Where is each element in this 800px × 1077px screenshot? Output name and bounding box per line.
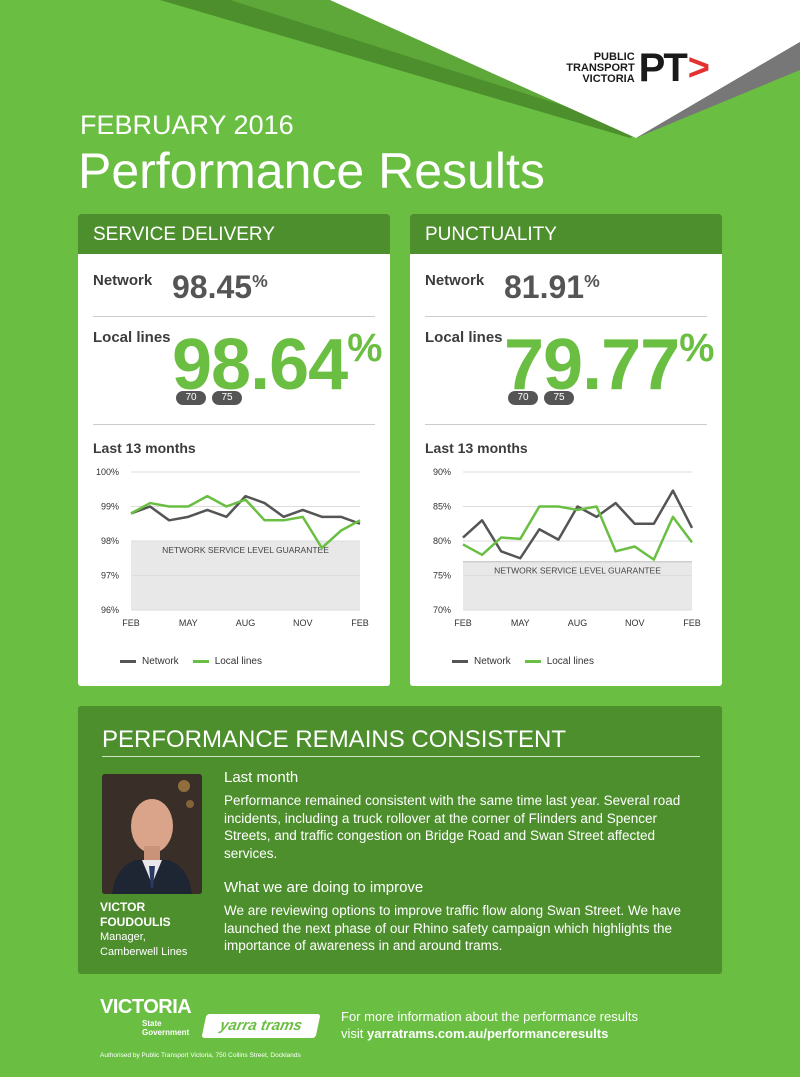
report-month: FEBRUARY 2016: [80, 110, 294, 140]
x-tick-label: NOV: [293, 618, 313, 628]
guarantee-label: NETWORK SERVICE LEVEL GUARANTEE: [494, 566, 661, 576]
y-tick-label: 85%: [433, 502, 451, 512]
network-label: Network: [425, 272, 485, 289]
divider: [102, 756, 700, 757]
punctuality-chart: NETWORK SERVICE LEVEL GUARANTEE 90% 85% 80%…: [433, 467, 701, 628]
chart-title: Last 13 months: [425, 440, 528, 456]
panel-title: PERFORMANCE REMAINS CONSISTENT: [102, 726, 567, 753]
legend-local-lines: Local lines: [192, 656, 262, 667]
legend-network: Network: [120, 656, 179, 667]
y-tick-label: 80%: [433, 536, 451, 546]
authorisation-text: Authorised by Public Transport Victoria,…: [100, 1052, 301, 1059]
divider: [93, 424, 375, 425]
series-line-local-lines: [462, 505, 694, 561]
route-badge: 75: [212, 391, 242, 405]
last-month-text: Performance remained consistent with the…: [224, 793, 681, 861]
guarantee-zone: [463, 561, 692, 610]
service-delivery-chart: NETWORK SERVICE LEVEL GUARANTEE 100% 99% 98…: [96, 467, 369, 628]
manager-role: Manager, Camberwell Lines: [100, 931, 188, 958]
punctuality-card: PUNCTUALITY Network 81.91% Local lines 7…: [410, 214, 722, 686]
x-tick-label: FEB: [351, 618, 369, 628]
route-badge: 70: [176, 391, 206, 405]
x-tick-label: AUG: [236, 618, 256, 628]
route-badge: 75: [544, 391, 574, 405]
guarantee-label: NETWORK SERVICE LEVEL GUARANTEE: [162, 545, 329, 555]
network-value: 81.91%: [504, 269, 600, 305]
improve-text: We are reviewing options to improve traf…: [224, 903, 681, 953]
x-tick-label: FEB: [683, 618, 701, 628]
divider: [425, 424, 707, 425]
divider: [425, 316, 707, 317]
card-heading: PUNCTUALITY: [410, 214, 722, 254]
x-tick-label: MAY: [179, 618, 198, 628]
card-heading: SERVICE DELIVERY: [78, 214, 390, 254]
chart-legend: Network Local lines: [452, 656, 594, 667]
commentary-panel: PERFORMANCE REMAINS CONSISTENT VICTOR FO…: [78, 706, 722, 974]
legend-local-lines: Local lines: [524, 656, 594, 667]
local-lines-label: Local lines: [425, 329, 503, 346]
x-tick-label: MAY: [511, 618, 530, 628]
service-delivery-card: SERVICE DELIVERY Network 98.45% Local li…: [78, 214, 390, 686]
x-tick-label: AUG: [568, 618, 588, 628]
ptv-logo: PUBLIC TRANSPORT VICTORIA PT >: [566, 46, 710, 90]
series-line-network: [462, 489, 694, 560]
y-tick-label: 96%: [101, 605, 119, 615]
y-tick-label: 70%: [433, 605, 451, 615]
series-line-network: [130, 494, 361, 525]
x-tick-label: FEB: [122, 618, 140, 628]
route-badges: 70 75: [508, 391, 574, 405]
series-line-local-lines: [130, 494, 361, 550]
footer-info: For more information about the performan…: [341, 1009, 638, 1041]
yarra-trams-logo: yarra trams: [201, 1014, 321, 1038]
network-label: Network: [93, 272, 153, 289]
victoria-government-logo: VICTORIA State Government: [100, 996, 192, 1037]
x-tick-label: FEB: [454, 618, 472, 628]
page-title: Performance Results: [78, 143, 545, 199]
divider: [93, 316, 375, 317]
route-badge: 70: [508, 391, 538, 405]
pt-arrow-icon: >: [687, 47, 710, 89]
manager-photo: [102, 774, 202, 894]
chart-title: Last 13 months: [93, 440, 196, 456]
y-tick-label: 98%: [101, 536, 119, 546]
y-tick-label: 99%: [101, 502, 119, 512]
x-tick-label: NOV: [625, 618, 645, 628]
network-value: 98.45%: [172, 269, 268, 305]
y-tick-label: 90%: [433, 467, 451, 477]
route-badges: 70 75: [176, 391, 242, 405]
chart-legend: Network Local lines: [120, 656, 262, 667]
legend-network: Network: [452, 656, 511, 667]
improve-heading: What we are doing to improve: [224, 879, 424, 896]
y-tick-label: 75%: [433, 571, 451, 581]
local-lines-label: Local lines: [93, 329, 171, 346]
y-tick-label: 97%: [101, 571, 119, 581]
last-month-heading: Last month: [224, 769, 299, 786]
y-tick-label: 100%: [96, 467, 119, 477]
info-url-link[interactable]: yarratrams.com.au/performanceresults: [367, 1026, 609, 1041]
header-decoration: [160, 0, 800, 138]
manager-name: VICTOR FOUDOULIS: [100, 900, 171, 929]
